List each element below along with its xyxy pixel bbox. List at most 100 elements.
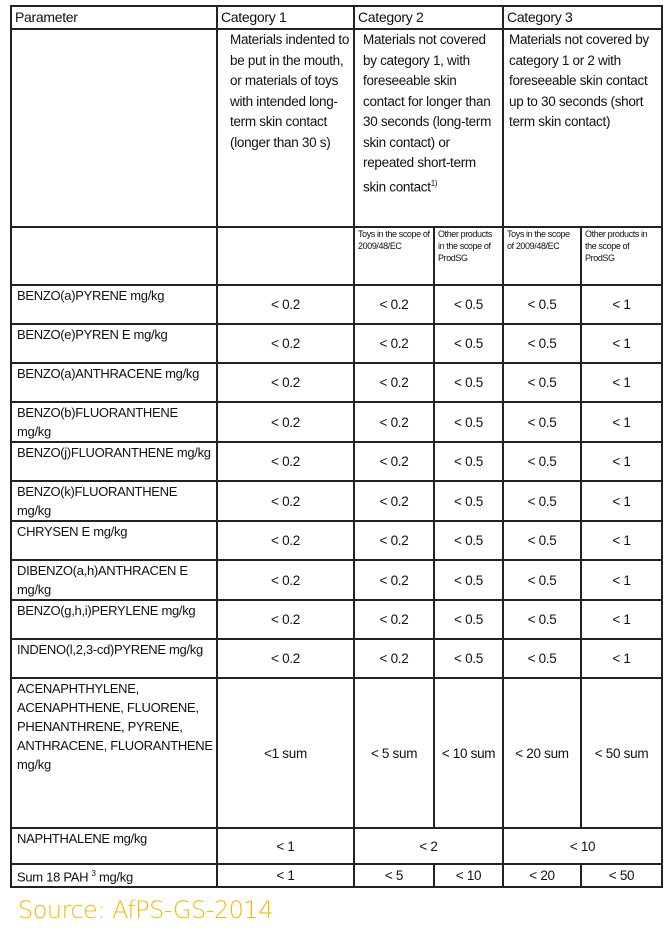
category-1-header: Category 1 — [216, 5, 355, 30]
value-cell: < 0.2 — [216, 559, 355, 601]
value-cell: < 1 — [216, 862, 355, 889]
subheader-cat2-toys: Toys in the scope of 2009/48/EC — [353, 226, 435, 286]
value-cell: < 0.5 — [502, 284, 583, 325]
footnote-mark: 1) — [430, 178, 438, 188]
table-row: BENZO(b)FLUORANTHENE mg/kg < 0.2 < 0.2 < 0.… — [10, 401, 664, 443]
value-cell: < 1 — [580, 284, 664, 325]
value-cell: < 10 sum — [432, 677, 505, 829]
subheader-cat3-toys: Toys in the scope of 2009/48/EC — [502, 226, 583, 286]
table-row: INDENO(l,2,3-cd)PYRENE mg/kg < 0.2 < 0.2 < … — [10, 638, 664, 679]
value-cell: < 0.2 — [216, 323, 355, 364]
value-cell: < 0.2 — [216, 362, 355, 403]
value-cell: < 1 — [580, 401, 664, 443]
table-row: BENZO(j)FLUORANTHENE mg/kg < 0.2 < 0.2 < 0.… — [10, 441, 664, 482]
value-cell: < 0.2 — [216, 638, 355, 679]
value-cell: < 0.2 — [216, 401, 355, 443]
value-cell: < 50 — [580, 862, 664, 889]
value-cell: < 1 — [580, 520, 664, 561]
value-cell: < 0.2 — [353, 520, 435, 561]
footnote-mark: 3 — [91, 869, 96, 878]
value-cell: < 10 — [432, 862, 505, 889]
value-cell: < 0.5 — [502, 401, 583, 443]
table-row: CHRYSEN E mg/kg < 0.2 < 0.2 < 0.5 < 0.5 < 1 — [10, 520, 664, 561]
naphthalene-row: NAPHTHALENE mg/kg < 1 < 2 < 10 — [10, 827, 664, 865]
value-cell: < 0.2 — [353, 599, 435, 640]
parameter-cell: BENZO(b)FLUORANTHENE mg/kg — [10, 401, 218, 443]
value-cell: < 0.5 — [432, 362, 505, 403]
value-cell: < 2 — [352, 827, 505, 865]
empty-cell — [10, 226, 218, 286]
sum-18-pah-row: Sum 18 PAH 3 mg/kg < 1 < 5 < 10 < 20 < 50 — [10, 862, 664, 889]
sum-label: Sum 18 PAH — [17, 869, 89, 885]
value-cell: < 1 — [580, 638, 664, 679]
value-cell: < 0.5 — [432, 323, 505, 364]
value-cell: < 1 — [580, 323, 664, 364]
value-cell: < 0.5 — [502, 599, 583, 640]
parameter-cell: BENZO(e)PYREN E mg/kg — [10, 323, 218, 364]
empty-cell — [10, 28, 218, 228]
value-cell: < 0.2 — [353, 441, 435, 482]
value-cell: < 0.2 — [353, 284, 435, 325]
parameter-cell: BENZO(k)FLUORANTHENE mg/kg — [10, 480, 218, 522]
value-cell: < 0.5 — [432, 520, 505, 561]
value-cell: < 0.2 — [216, 480, 355, 522]
category-1-description: Materials indented to be put in the mout… — [216, 28, 355, 228]
category-3-description: Materials not covered by category 1 or 2… — [502, 28, 664, 228]
category-3-header: Category 3 — [502, 5, 664, 30]
description-row: Materials indented to be put in the mout… — [10, 28, 664, 228]
table-row: DIBENZO(a,h)ANTHRACEN E mg/kg < 0.2 < 0.2 <… — [10, 559, 664, 601]
value-cell: < 0.5 — [432, 284, 505, 325]
parameter-cell: BENZO(a)PYRENE mg/kg — [10, 284, 218, 325]
value-cell: < 0.2 — [353, 480, 435, 522]
value-cell: < 0.5 — [432, 599, 505, 640]
header-row: Parameter Category 1 Category 2 Category… — [10, 5, 664, 30]
value-cell: < 1 — [580, 599, 664, 640]
table-row: BENZO(g,h,i)PERYLENE mg/kg < 0.2 < 0.2 < 0.… — [10, 599, 664, 640]
value-cell: < 0.2 — [353, 401, 435, 443]
parameter-cell: NAPHTHALENE mg/kg — [10, 827, 218, 865]
value-cell: < 1 — [216, 827, 355, 865]
parameter-cell: CHRYSEN E mg/kg — [10, 520, 218, 561]
parameter-cell: INDENO(l,2,3-cd)PYRENE mg/kg — [10, 638, 218, 679]
table-row: BENZO(a)PYRENE mg/kg < 0.2 < 0.2 < 0.5 < 0.5… — [10, 284, 664, 325]
value-cell: < 0.5 — [432, 480, 505, 522]
value-cell: < 0.2 — [216, 441, 355, 482]
value-cell: < 50 sum — [580, 677, 664, 829]
subheader-row: Toys in the scope of 2009/48/EC Other pr… — [10, 226, 664, 286]
value-cell: < 1 — [580, 559, 664, 601]
value-cell: < 5 — [353, 862, 435, 889]
value-cell: < 5 sum — [353, 677, 435, 829]
empty-cell — [216, 226, 355, 286]
value-cell: < 0.5 — [502, 362, 583, 403]
value-cell: < 1 — [580, 362, 664, 403]
group-sum-row: ACENAPHTHYLENE, ACENAPHTHENE, FLUORENE, … — [10, 677, 664, 829]
value-cell: < 0.5 — [432, 638, 505, 679]
value-cell: < 0.2 — [216, 599, 355, 640]
unit-label: mg/kg — [98, 869, 133, 885]
value-cell: < 1 — [580, 441, 664, 482]
value-cell: < 0.2 — [216, 284, 355, 325]
value-cell: < 0.2 — [353, 362, 435, 403]
table-row: BENZO(e)PYREN E mg/kg < 0.2 < 0.2 < 0.5 < 0.… — [10, 323, 664, 364]
value-cell: < 0.2 — [353, 559, 435, 601]
source-caption: Source: AfPS-GS-2014 — [18, 896, 273, 924]
pah-limits-table: Parameter Category 1 Category 2 Category… — [10, 5, 664, 889]
table-row: BENZO(k)FLUORANTHENE mg/kg < 0.2 < 0.2 < 0.… — [10, 480, 664, 522]
parameter-cell: BENZO(a)ANTHRACENE mg/kg — [10, 362, 218, 403]
value-cell: < 0.5 — [502, 480, 583, 522]
value-cell: < 0.5 — [432, 441, 505, 482]
category-2-description-text: Materials not covered by category 1, wit… — [363, 32, 492, 194]
value-cell: < 20 sum — [502, 677, 583, 829]
parameter-header: Parameter — [10, 5, 218, 30]
value-cell: < 0.5 — [432, 401, 505, 443]
parameter-cell: DIBENZO(a,h)ANTHRACEN E mg/kg — [10, 559, 218, 601]
value-cell: < 0.5 — [502, 638, 583, 679]
value-cell: < 0.5 — [502, 441, 583, 482]
subheader-cat2-other: Other products in the scope of ProdSG — [432, 226, 505, 286]
subheader-cat3-other: Other products in the scope of ProdSG — [580, 226, 664, 286]
category-2-description: Materials not covered by category 1, wit… — [352, 28, 505, 228]
value-cell: <1 sum — [216, 677, 355, 829]
value-cell: < 0.2 — [353, 638, 435, 679]
value-cell: < 0.2 — [353, 323, 435, 364]
value-cell: < 20 — [502, 862, 583, 889]
